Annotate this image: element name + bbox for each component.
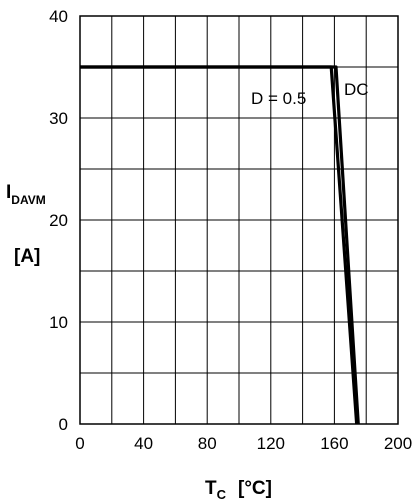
- y-tick-label: 20: [49, 211, 68, 230]
- grid: [80, 16, 398, 424]
- x-tick-label: 120: [257, 434, 285, 453]
- x-tick-label: 200: [384, 434, 412, 453]
- y-axis-subscript: DAVM: [11, 193, 45, 207]
- plot-frame: [79, 15, 399, 425]
- y-tick-label: 0: [59, 415, 68, 434]
- x-axis-title: TC [°C]: [205, 478, 272, 502]
- series-line-dc: [80, 65, 360, 425]
- x-tick-label: 40: [134, 434, 153, 453]
- y-tick-label: 10: [49, 313, 68, 332]
- y-tick-labels: 0 10 20 30 40: [49, 7, 68, 434]
- x-tick-labels: 0 40 80 120 160 200: [75, 434, 412, 453]
- series-group: [80, 65, 360, 425]
- x-axis-symbol: T: [205, 478, 217, 499]
- y-tick-label: 40: [49, 7, 68, 26]
- x-tick-label: 160: [320, 434, 348, 453]
- y-tick-label: 30: [49, 109, 68, 128]
- annotation-d05: D = 0.5: [251, 89, 306, 108]
- y-axis-symbol: I: [6, 182, 11, 203]
- series-line-d05: [80, 65, 359, 425]
- x-axis-unit: [°C]: [238, 478, 272, 499]
- x-tick-label: 0: [75, 434, 84, 453]
- y-axis-title: IDAVM: [6, 182, 46, 207]
- annotation-dc: DC: [344, 80, 369, 99]
- y-axis-unit: [A]: [14, 246, 40, 267]
- x-tick-label: 80: [198, 434, 217, 453]
- x-axis-subscript: C: [217, 487, 227, 502]
